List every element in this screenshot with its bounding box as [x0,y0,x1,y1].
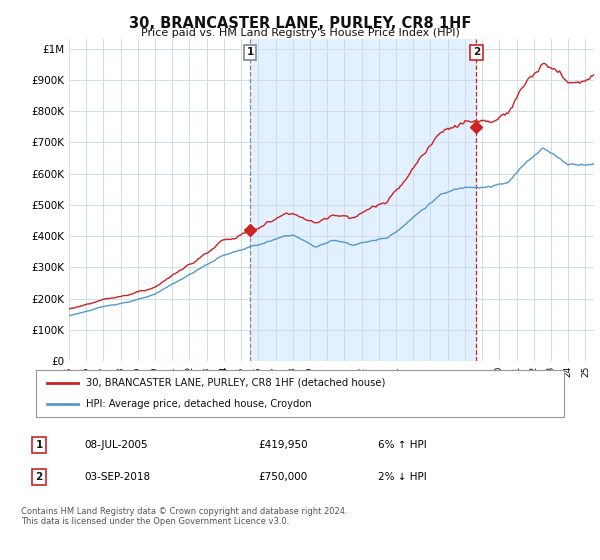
Text: 2: 2 [35,472,43,482]
Text: 1: 1 [35,440,43,450]
Text: 30, BRANCASTER LANE, PURLEY, CR8 1HF (detached house): 30, BRANCASTER LANE, PURLEY, CR8 1HF (de… [86,378,386,388]
Text: Contains HM Land Registry data © Crown copyright and database right 2024.
This d: Contains HM Land Registry data © Crown c… [21,507,347,526]
Text: 2% ↓ HPI: 2% ↓ HPI [378,472,427,482]
Text: 2: 2 [473,47,480,57]
Text: £750,000: £750,000 [258,472,307,482]
Text: 08-JUL-2005: 08-JUL-2005 [84,440,148,450]
Text: 1: 1 [247,47,254,57]
Text: Price paid vs. HM Land Registry's House Price Index (HPI): Price paid vs. HM Land Registry's House … [140,28,460,38]
Text: HPI: Average price, detached house, Croydon: HPI: Average price, detached house, Croy… [86,399,312,409]
Bar [250,39,476,361]
Text: 6% ↑ HPI: 6% ↑ HPI [378,440,427,450]
Text: 03-SEP-2018: 03-SEP-2018 [84,472,150,482]
Text: £419,950: £419,950 [258,440,308,450]
Text: 30, BRANCASTER LANE, PURLEY, CR8 1HF: 30, BRANCASTER LANE, PURLEY, CR8 1HF [129,16,471,31]
